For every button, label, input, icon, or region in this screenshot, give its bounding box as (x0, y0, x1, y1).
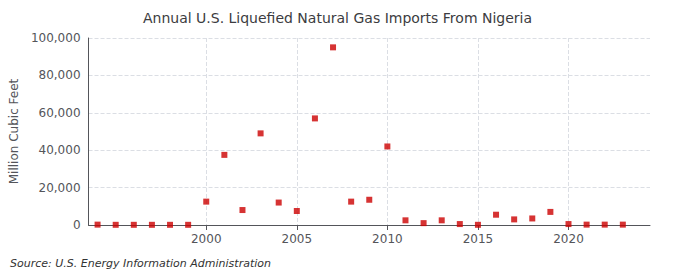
svg-text:100,000: 100,000 (31, 31, 81, 45)
svg-text:2020: 2020 (553, 232, 584, 246)
svg-text:2005: 2005 (282, 232, 313, 246)
svg-text:20,000: 20,000 (39, 181, 81, 195)
svg-text:40,000: 40,000 (39, 143, 81, 157)
svg-text:Source: U.S. Energy Informatio: Source: U.S. Energy Information Administ… (10, 257, 271, 270)
svg-text:2015: 2015 (463, 232, 494, 246)
svg-text:Million Cubic Feet: Million Cubic Feet (7, 78, 21, 184)
svg-text:Annual U.S. Liquefied Natural: Annual U.S. Liquefied Natural Gas Import… (143, 10, 532, 26)
svg-text:60,000: 60,000 (39, 106, 81, 120)
svg-text:0: 0 (73, 218, 81, 232)
svg-text:2000: 2000 (191, 232, 222, 246)
svg-text:80,000: 80,000 (39, 68, 81, 82)
svg-text:2010: 2010 (372, 232, 403, 246)
